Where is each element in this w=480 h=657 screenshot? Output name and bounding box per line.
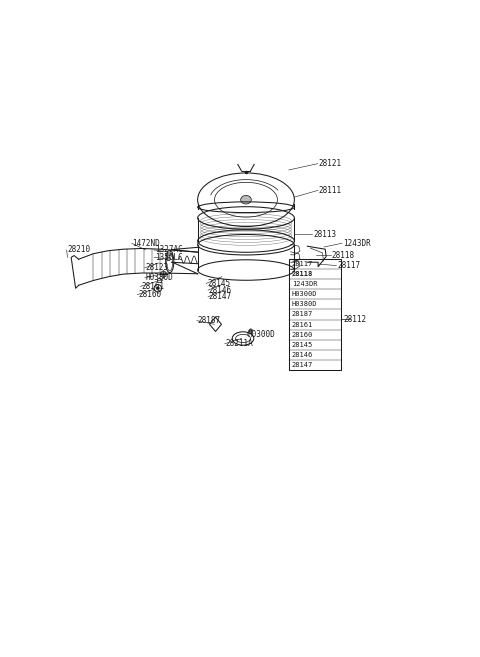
- Ellipse shape: [240, 195, 252, 204]
- Text: H0300D: H0300D: [292, 292, 317, 298]
- Text: 28211A: 28211A: [226, 339, 253, 348]
- Text: 1243DR: 1243DR: [292, 281, 317, 287]
- Text: H0380D: H0380D: [145, 273, 173, 283]
- Text: 1350LC: 1350LC: [155, 253, 182, 262]
- Circle shape: [156, 286, 159, 290]
- Text: 28146: 28146: [292, 351, 313, 357]
- Circle shape: [167, 250, 172, 256]
- Text: 1472ND: 1472ND: [132, 238, 160, 248]
- Text: 28145: 28145: [207, 279, 230, 288]
- Circle shape: [167, 257, 170, 261]
- Text: 28147: 28147: [209, 292, 232, 302]
- Text: 28160: 28160: [138, 290, 161, 299]
- Text: 1327AC: 1327AC: [155, 246, 182, 254]
- Text: 28161: 28161: [292, 321, 313, 328]
- Text: 28187: 28187: [292, 311, 313, 317]
- Text: 28123: 28123: [145, 263, 168, 272]
- Text: 28210: 28210: [67, 246, 91, 254]
- Text: 28117: 28117: [292, 261, 313, 267]
- Text: H0380D: H0380D: [292, 302, 317, 307]
- Text: 1243DR: 1243DR: [343, 238, 371, 248]
- Text: 28145: 28145: [292, 342, 313, 348]
- Text: 28146: 28146: [209, 286, 232, 294]
- Text: 28147: 28147: [292, 362, 313, 368]
- Text: 28160: 28160: [292, 332, 313, 338]
- Text: 28187: 28187: [198, 316, 221, 325]
- Text: 28161: 28161: [141, 282, 164, 291]
- Text: H0300D: H0300D: [248, 330, 276, 339]
- Text: 28118: 28118: [332, 251, 355, 260]
- Text: 28112: 28112: [344, 315, 367, 324]
- Circle shape: [249, 328, 252, 332]
- Text: 28113: 28113: [313, 230, 336, 239]
- Text: 28121: 28121: [319, 159, 342, 168]
- Text: 28118: 28118: [292, 271, 313, 277]
- Text: 28117: 28117: [337, 261, 360, 270]
- Text: 28111: 28111: [319, 186, 342, 195]
